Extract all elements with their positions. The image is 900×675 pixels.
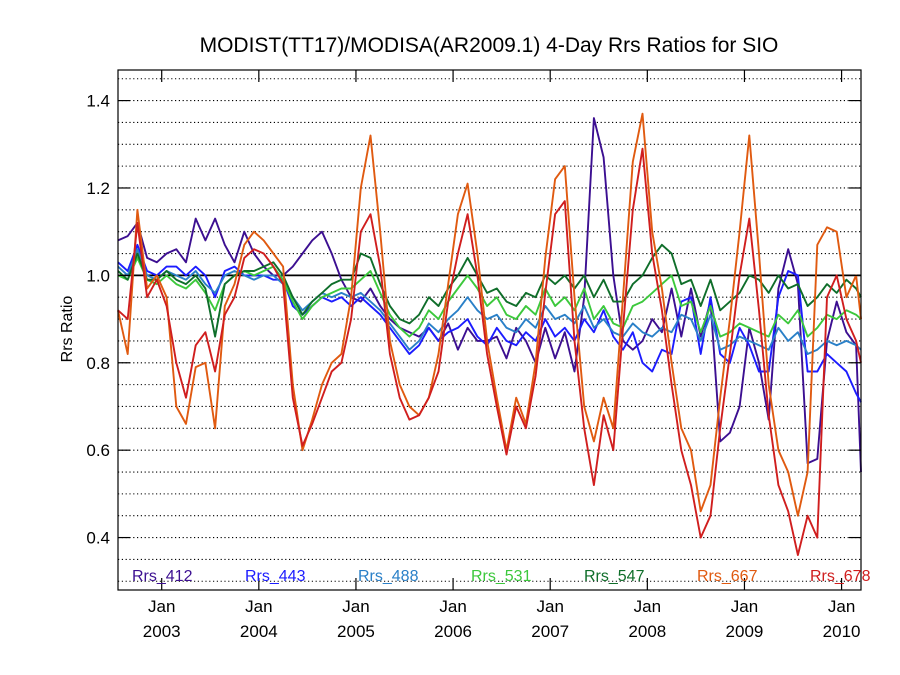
x-tick-label-month: Jan — [342, 597, 369, 616]
x-tick-label-year: 2006 — [434, 622, 472, 641]
y-tick-label: 0.6 — [86, 441, 110, 460]
y-tick-label: 0.4 — [86, 529, 110, 548]
x-tick-label-year: 2005 — [337, 622, 375, 641]
plot-frame — [117, 69, 862, 591]
series-line-rrs-412 — [117, 117, 862, 473]
x-tick-label-month: Jan — [148, 597, 175, 616]
series-line-rrs-488 — [117, 248, 862, 355]
y-tick-label: 1.2 — [86, 179, 110, 198]
x-tick-label-year: 2009 — [726, 622, 764, 641]
series-line-rrs-667 — [117, 112, 862, 517]
x-tick-label-month: Jan — [536, 597, 563, 616]
x-tick-label-year: 2008 — [628, 622, 666, 641]
series-lines — [117, 112, 862, 556]
y-tick-label: 0.8 — [86, 354, 110, 373]
legend-entry-rrs-667: Rrs_667 — [697, 568, 758, 585]
legend-entry-rrs-531: Rrs_531 — [471, 568, 532, 585]
chart-title: MODIST(TT17)/MODISA(AR2009.1) 4-Day Rrs … — [200, 34, 779, 57]
x-tick-label-year: 2004 — [240, 622, 278, 641]
x-tick-label-month: Jan — [439, 597, 466, 616]
y-axis-label: Rrs Ratio — [59, 296, 76, 363]
y-tick-label: 1.0 — [86, 266, 110, 285]
x-tick-label-year: 2007 — [531, 622, 569, 641]
axis-ticks: 0.4 0.6 0.8 1.0 1.2 1.4 Jan 2003 Jan 2004 Jan 2005 J… — [86, 70, 861, 641]
y-tick-label: 1.4 — [86, 92, 110, 111]
x-tick-label-month: Jan — [828, 597, 855, 616]
series-line-rrs-678 — [117, 147, 862, 556]
x-tick-label-month: Jan — [731, 597, 758, 616]
legend-entry-rrs-547: Rrs_547 — [584, 568, 645, 585]
x-tick-label-month: Jan — [245, 597, 272, 616]
legend-entry-rrs-443: Rrs_443 — [245, 568, 306, 585]
legend-entry-rrs-678: Rrs_678 — [810, 568, 871, 585]
legend: Rrs_412 Rrs_443 Rrs_488 Rrs_531 Rrs_547 Rrs_6… — [132, 568, 871, 585]
series-line-rrs-547 — [117, 243, 862, 338]
series-line-rrs-443 — [117, 243, 862, 403]
x-tick-label-month: Jan — [634, 597, 661, 616]
x-tick-label-year: 2003 — [143, 622, 181, 641]
legend-entry-rrs-488: Rrs_488 — [358, 568, 419, 585]
x-tick-label-year: 2010 — [823, 622, 861, 641]
legend-entry-rrs-412: Rrs_412 — [132, 568, 193, 585]
